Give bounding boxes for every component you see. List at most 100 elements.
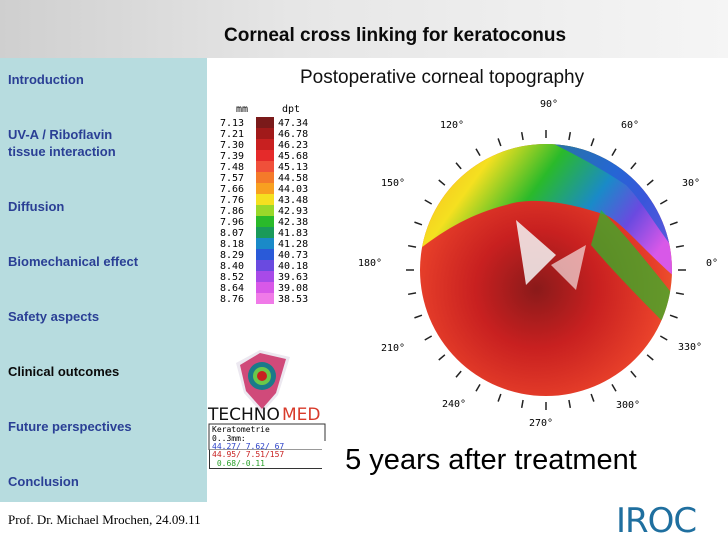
scale-swatch bbox=[256, 172, 274, 183]
scale-dpt-value: 39.63 bbox=[278, 272, 308, 283]
angle-label: 60° bbox=[621, 120, 639, 131]
ring-tick bbox=[407, 244, 417, 248]
scale-dpt-value: 44.03 bbox=[278, 184, 308, 195]
ring-tick bbox=[675, 244, 685, 248]
ring-tick bbox=[646, 179, 654, 186]
angle-label: 180° bbox=[358, 258, 382, 269]
nav-item-conclusion[interactable]: Conclusion bbox=[8, 474, 79, 489]
scale-header-mm: mm bbox=[236, 104, 248, 115]
angle-label: 240° bbox=[442, 399, 466, 410]
scale-mm-value: 7.57 bbox=[220, 173, 244, 184]
scale-swatch bbox=[256, 183, 274, 194]
ring-tick bbox=[646, 354, 654, 361]
scale-mm-value: 7.13 bbox=[220, 118, 244, 129]
polar-ring bbox=[406, 130, 686, 410]
ring-tick bbox=[659, 199, 668, 205]
ring-tick bbox=[497, 138, 502, 147]
keratometry-zone: 0..3mm: bbox=[212, 434, 246, 443]
ring-tick bbox=[407, 292, 417, 296]
scale-mm-value: 8.18 bbox=[220, 239, 244, 250]
keratometry-title: Keratometrie bbox=[212, 425, 270, 434]
nav-item-future-perspectives[interactable]: Future perspectives bbox=[8, 419, 132, 434]
scale-mm-value: 7.30 bbox=[220, 140, 244, 151]
ring-tick bbox=[475, 148, 481, 157]
scale-mm-value: 7.66 bbox=[220, 184, 244, 195]
nav-item-biomechanical-effect[interactable]: Biomechanical effect bbox=[8, 254, 139, 269]
scale-mm-value: 7.48 bbox=[220, 162, 244, 173]
ring-tick bbox=[497, 393, 502, 402]
angle-label: 120° bbox=[440, 120, 464, 131]
iroc-logo: IROC bbox=[616, 501, 697, 540]
ring-tick bbox=[424, 199, 433, 205]
ring-tick bbox=[568, 399, 572, 409]
angle-label: 90° bbox=[540, 99, 558, 110]
angle-label: 300° bbox=[616, 400, 640, 411]
ring-tick bbox=[455, 370, 462, 378]
nav-item-diffusion[interactable]: Diffusion bbox=[8, 199, 65, 214]
keratometry-readings: 44.95/ 7.51/157 0.68/-0.11 bbox=[209, 450, 329, 469]
scale-mm-value: 7.21 bbox=[220, 129, 244, 140]
scale-swatch bbox=[256, 128, 274, 139]
nav-item-introduction[interactable]: Introduction bbox=[8, 72, 84, 87]
footer-author: Prof. Dr. Michael Mrochen, 24.09.11 bbox=[8, 512, 201, 527]
ring-tick bbox=[414, 221, 423, 226]
scale-dpt-value: 45.68 bbox=[278, 151, 308, 162]
scale-swatch bbox=[256, 227, 274, 238]
ring-tick bbox=[424, 335, 433, 341]
scale-mm-value: 8.76 bbox=[220, 294, 244, 305]
angle-label: 0° bbox=[706, 258, 718, 269]
ring-tick bbox=[611, 148, 617, 157]
nav-item-safety-aspects[interactable]: Safety aspects bbox=[8, 309, 100, 324]
color-scale: 7.13 47.34 7.21 46.78 7.30 46.23 7.39 45.68 7.48… bbox=[220, 117, 308, 305]
angle-label: 270° bbox=[529, 418, 553, 429]
scale-dpt-value: 44.58 bbox=[278, 173, 308, 184]
ring-tick bbox=[630, 370, 637, 378]
scale-mm-value: 8.40 bbox=[220, 261, 244, 272]
ring-tick bbox=[520, 399, 524, 409]
scale-swatch bbox=[256, 271, 274, 282]
scale-swatch bbox=[256, 139, 274, 150]
angle-label: 30° bbox=[682, 178, 700, 189]
scale-swatch bbox=[256, 249, 274, 260]
ring-tick bbox=[659, 335, 668, 341]
iroc-logo-text: IROC bbox=[616, 501, 696, 540]
scale-swatch bbox=[256, 260, 274, 271]
ring-tick bbox=[414, 314, 423, 319]
ring-tick bbox=[611, 383, 617, 392]
keratometry-line-2: 44.95/ 7.51/157 bbox=[212, 450, 285, 459]
scale-header-dpt: dpt bbox=[282, 104, 300, 115]
scale-dpt-value: 43.48 bbox=[278, 195, 308, 206]
brand-part-2: MED bbox=[282, 405, 321, 425]
ring-tick bbox=[455, 162, 462, 170]
ring-tick bbox=[630, 162, 637, 170]
ring-tick bbox=[669, 221, 678, 226]
angle-label: 150° bbox=[381, 178, 405, 189]
ring-tick bbox=[675, 292, 685, 296]
keratometry-line-3: 0.68/-0.11 bbox=[212, 459, 265, 468]
nav-item-uva-riboflavin[interactable]: UV-A / Riboflavin tissue interaction bbox=[8, 127, 116, 159]
scale-dpt-value: 42.93 bbox=[278, 206, 308, 217]
scale-swatch bbox=[256, 282, 274, 293]
ring-tick bbox=[438, 179, 446, 186]
scale-mm-value: 7.76 bbox=[220, 195, 244, 206]
slide-subtitle: Postoperative corneal topography bbox=[300, 67, 585, 88]
scale-dpt-value: 42.38 bbox=[278, 217, 308, 228]
ring-tick bbox=[475, 383, 481, 392]
scale-mm-value: 8.29 bbox=[220, 250, 244, 261]
scale-dpt-value: 38.53 bbox=[278, 294, 308, 305]
ring-tick bbox=[438, 354, 446, 361]
scale-swatch bbox=[256, 216, 274, 227]
scale-dpt-value: 47.34 bbox=[278, 118, 308, 129]
nav-item-clinical-outcomes[interactable]: Clinical outcomes bbox=[8, 364, 120, 379]
scale-mm-value: 7.96 bbox=[220, 217, 244, 228]
keratometry-line-1: 44.27/ 7.62/ 67 bbox=[212, 442, 284, 450]
caption: 5 years after treatment bbox=[322, 441, 660, 479]
scale-swatch bbox=[256, 205, 274, 216]
ring-tick bbox=[590, 393, 595, 402]
ring-tick bbox=[568, 131, 572, 141]
topography-figure: mm dpt 7.13 47.34 7.21 46.78 7.30 46.23 7.39 45… bbox=[207, 99, 718, 450]
technomed-logo: TECHNO MED bbox=[207, 350, 321, 425]
scale-mm-value: 7.39 bbox=[220, 151, 244, 162]
scale-swatch bbox=[256, 161, 274, 172]
scale-dpt-value: 41.28 bbox=[278, 239, 308, 250]
